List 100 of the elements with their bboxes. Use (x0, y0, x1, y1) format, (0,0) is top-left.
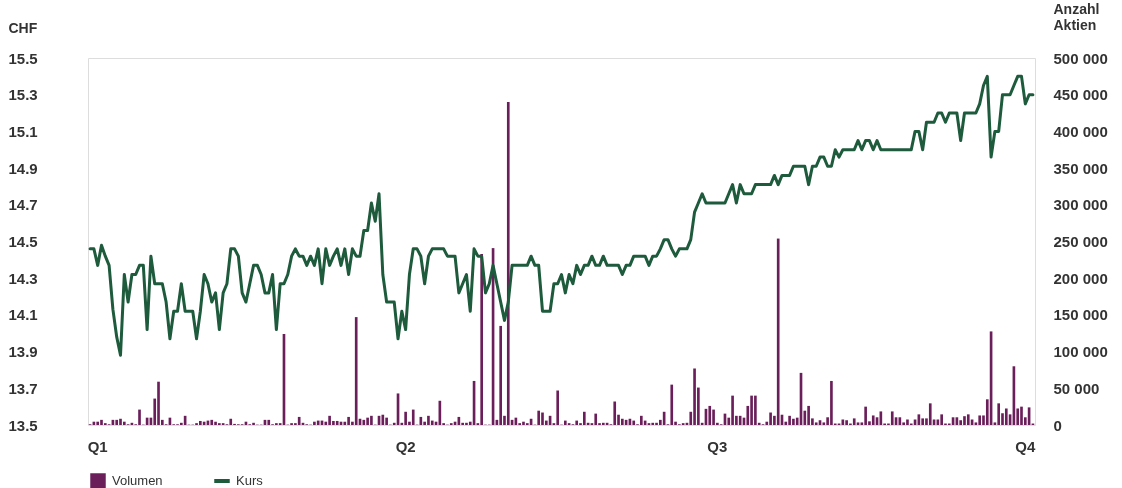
bar (921, 418, 924, 425)
y-tick-label: 15.1 (8, 122, 38, 140)
bar (575, 420, 579, 425)
bar (354, 317, 358, 425)
bar (199, 420, 202, 425)
y-tick-label: 14.9 (8, 159, 38, 177)
bar (157, 381, 160, 425)
bar (328, 415, 331, 425)
y-tick-label: 14.7 (8, 196, 38, 214)
bar (427, 415, 430, 425)
bar (841, 419, 845, 425)
bar (632, 420, 636, 425)
bar (594, 413, 598, 425)
y2-tick-label: 100 000 (1053, 343, 1108, 361)
y2-tick-label: 200 000 (1053, 269, 1108, 287)
bar (906, 419, 909, 425)
bar (928, 403, 932, 425)
y-tick-label: 14.1 (8, 306, 38, 324)
line-series (88, 74, 1035, 357)
bar (731, 395, 734, 425)
legend-label: Kurs (236, 473, 264, 488)
bar (499, 325, 502, 425)
bar (138, 409, 141, 425)
bar (347, 416, 350, 425)
bar (480, 253, 483, 425)
y2-tick-label: 50 000 (1053, 379, 1100, 397)
bar (966, 414, 970, 425)
bar (852, 418, 856, 425)
x-tick-label: Q3 (707, 437, 728, 455)
y-tick-label: 13.9 (8, 343, 38, 361)
bar (366, 417, 369, 425)
bar (613, 401, 617, 425)
bar (788, 415, 791, 425)
y-axis-title: CHF (8, 19, 38, 36)
bar (313, 421, 316, 425)
y2-tick-label: 150 000 (1053, 306, 1108, 324)
bar (430, 420, 434, 425)
bar (122, 421, 126, 425)
bar (214, 421, 217, 425)
bar (96, 421, 100, 425)
bar (754, 395, 757, 425)
bar (343, 421, 347, 425)
bar (115, 419, 119, 425)
x-tick-label: Q4 (1015, 437, 1036, 455)
bar (769, 412, 772, 425)
y-tick-label: 14.5 (8, 233, 38, 250)
bar (297, 416, 301, 425)
bar (807, 405, 810, 425)
bar (506, 102, 510, 425)
bar (814, 422, 818, 425)
bar (252, 422, 255, 425)
bar (601, 422, 605, 425)
y2-tick-label: 400 000 (1053, 122, 1108, 140)
bar (522, 421, 525, 425)
bar (316, 420, 320, 425)
bar (640, 415, 643, 425)
bar (792, 418, 795, 425)
bar (563, 420, 567, 425)
y2-axis-title: Anzahl Aktien (1053, 0, 1100, 33)
bar (655, 422, 658, 425)
bar (738, 415, 742, 425)
bar (385, 417, 388, 425)
bar (963, 416, 966, 425)
bar (1004, 408, 1008, 425)
y-tick-label: 13.7 (8, 379, 38, 397)
bar (776, 238, 780, 425)
bar (335, 420, 339, 425)
bar (712, 409, 715, 425)
y2-tick-label: 0 (1053, 416, 1062, 434)
x-tick-label: Q2 (395, 437, 416, 455)
bar (267, 419, 271, 425)
bar (1020, 406, 1023, 425)
bar (119, 418, 122, 425)
bar (890, 411, 894, 425)
bar (537, 410, 541, 425)
y-tick-label: 14.3 (8, 269, 38, 287)
bar (381, 414, 385, 425)
bar (229, 418, 233, 425)
bar (750, 395, 753, 425)
bar (708, 405, 712, 425)
bar (670, 384, 674, 425)
bar (210, 419, 214, 425)
bar (404, 411, 407, 425)
bar (959, 420, 963, 425)
bar (978, 415, 982, 425)
y2-tick-label: 300 000 (1053, 196, 1108, 214)
bar (621, 418, 624, 425)
bar (362, 419, 366, 425)
x-tick-label: Q1 (87, 437, 108, 455)
bar (541, 412, 544, 425)
bar (370, 415, 373, 425)
bar (465, 422, 468, 425)
bar (100, 419, 103, 425)
bar (830, 380, 833, 425)
bar (582, 411, 586, 425)
bar (997, 403, 1001, 425)
y2-tick-label: 500 000 (1053, 49, 1108, 67)
bar (411, 409, 415, 425)
y-tick-label: 13.5 (8, 416, 38, 434)
bar (693, 368, 696, 425)
